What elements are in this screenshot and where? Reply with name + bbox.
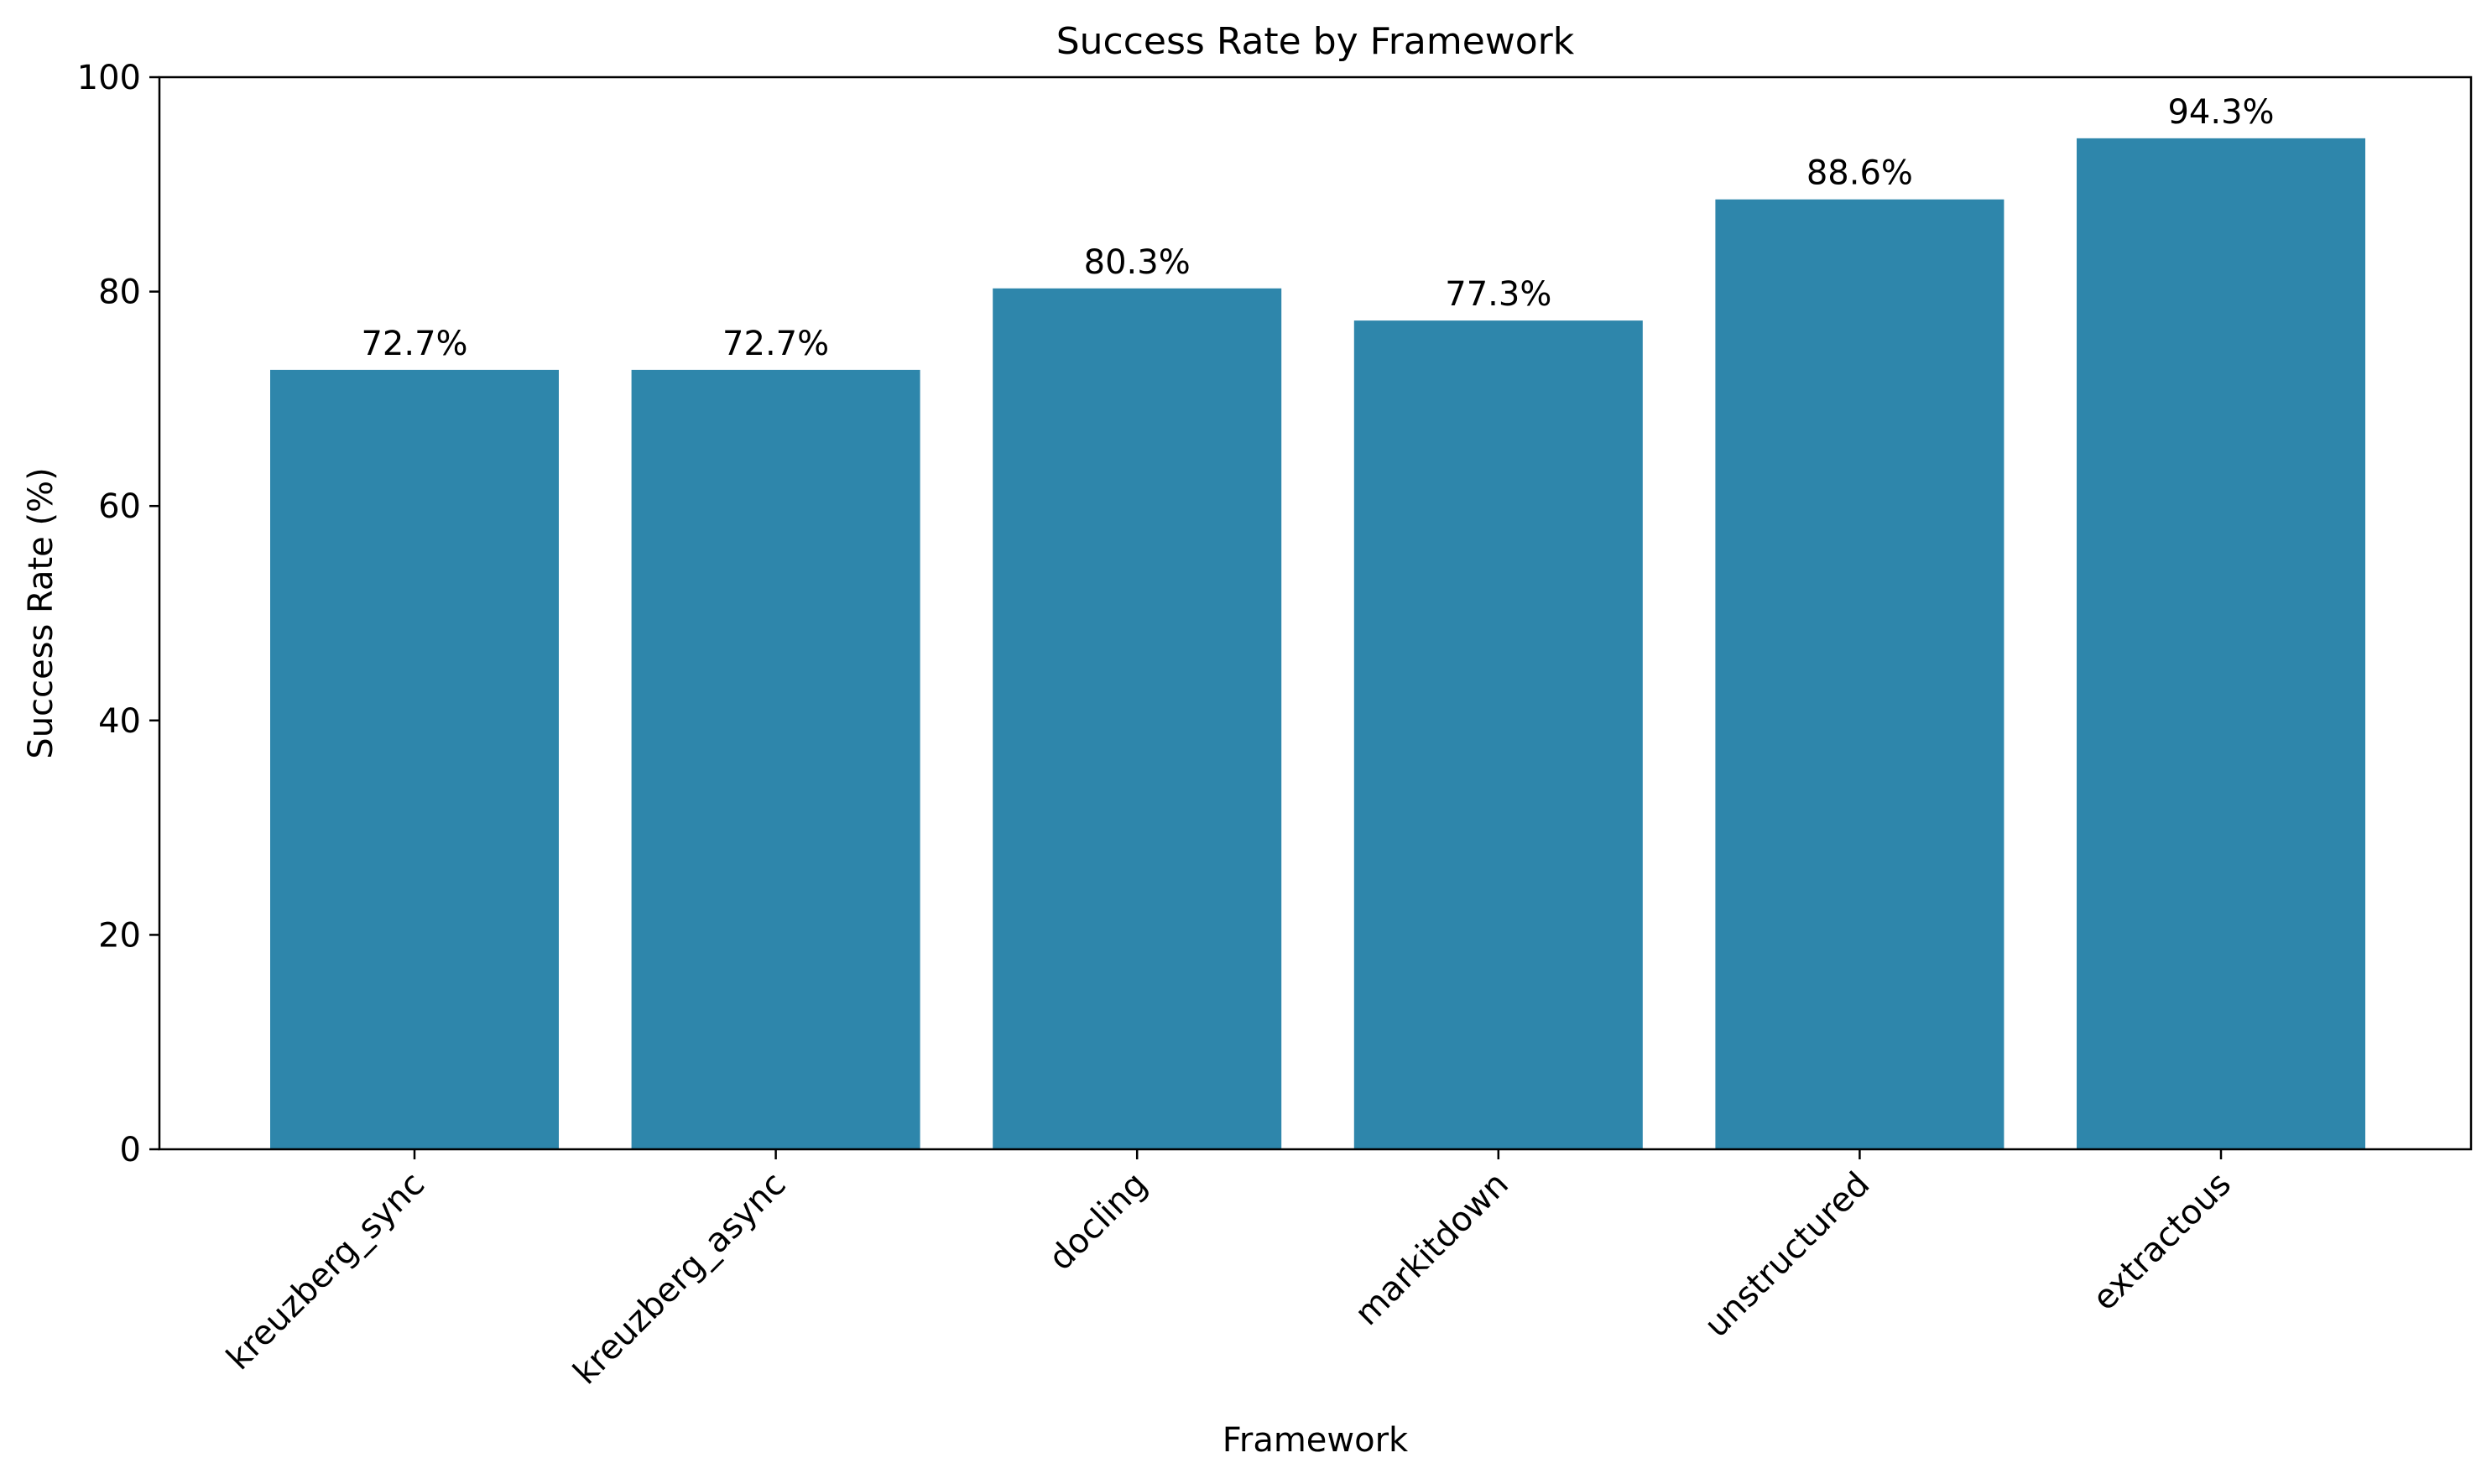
bar-unstructured xyxy=(1715,199,2005,1149)
y-axis-label: Success Rate (%) xyxy=(22,467,60,758)
y-tick-label: 40 xyxy=(98,702,141,741)
y-tick-label: 80 xyxy=(98,273,141,312)
y-tick-label: 0 xyxy=(120,1131,141,1169)
bar-value-label: 80.3% xyxy=(1084,243,1191,282)
bars-layer: 72.7% 72.7% 80.3% 77.3% 88.6% 94.3% xyxy=(270,93,2365,1150)
y-tick-label: 100 xyxy=(77,59,141,97)
bar-value-label: 94.3% xyxy=(2167,93,2274,132)
bar-value-label: 72.7% xyxy=(722,325,829,363)
chart-title: Success Rate by Framework xyxy=(1056,20,1575,63)
x-tick-label: unstructured xyxy=(1697,1165,1878,1346)
bar-value-label: 77.3% xyxy=(1445,275,1551,314)
x-tick-label: markitdown xyxy=(1348,1165,1516,1334)
x-tick-label: kreuzberg_async xyxy=(566,1165,794,1393)
x-tick-label: extractous xyxy=(2085,1165,2239,1319)
bar-extractous xyxy=(2077,138,2365,1150)
bar-markitdown xyxy=(1353,320,1643,1150)
x-tick-label: kreuzberg_sync xyxy=(219,1165,432,1378)
bar-kreuzberg_sync xyxy=(270,369,559,1149)
bar-kreuzberg_async xyxy=(631,369,920,1149)
x-tick-label: docling xyxy=(1041,1165,1155,1278)
y-tick-label: 20 xyxy=(98,916,141,955)
bar-value-label: 88.6% xyxy=(1806,154,1913,193)
y-tick-label: 60 xyxy=(98,487,141,526)
bar-docling xyxy=(993,288,1282,1149)
bar-value-label: 72.7% xyxy=(361,325,467,363)
plot-frame xyxy=(158,76,2473,1151)
x-axis-label: Framework xyxy=(1223,1421,1409,1460)
